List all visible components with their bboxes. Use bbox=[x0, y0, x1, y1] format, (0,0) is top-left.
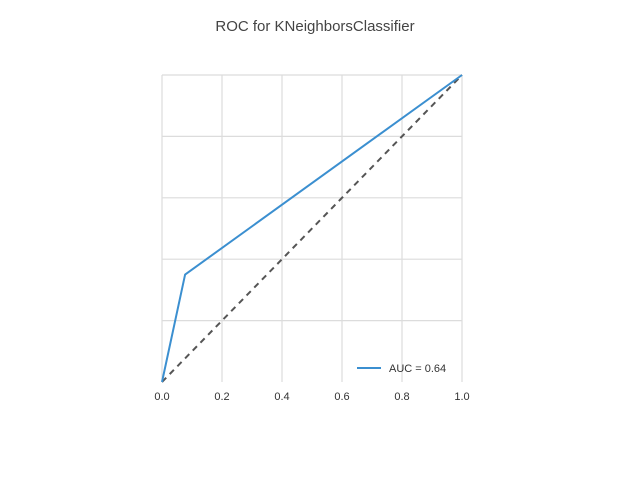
x-tick-label-2: 0.4 bbox=[274, 391, 289, 403]
chart-title: ROC for KNeighborsClassifier bbox=[215, 18, 414, 35]
x-tick-label-1: 0.2 bbox=[214, 391, 229, 403]
legend-label-0: AUC = 0.64 bbox=[389, 363, 446, 375]
reference-line-group bbox=[161, 74, 463, 383]
x-tick-label-3: 0.6 bbox=[334, 391, 349, 403]
x-tick-label-5: 1.0 bbox=[454, 391, 469, 403]
grid bbox=[161, 74, 463, 382]
x-tick-label-4: 0.8 bbox=[394, 391, 409, 403]
series-group bbox=[161, 74, 463, 383]
legend: AUC = 0.64 bbox=[357, 363, 446, 375]
x-tick-label-0: 0.0 bbox=[154, 391, 169, 403]
x-tick-labels: 0.0 0.2 0.4 0.6 0.8 1.0 bbox=[154, 391, 469, 403]
reference-line bbox=[161, 74, 463, 383]
roc-curve-0 bbox=[161, 74, 463, 383]
